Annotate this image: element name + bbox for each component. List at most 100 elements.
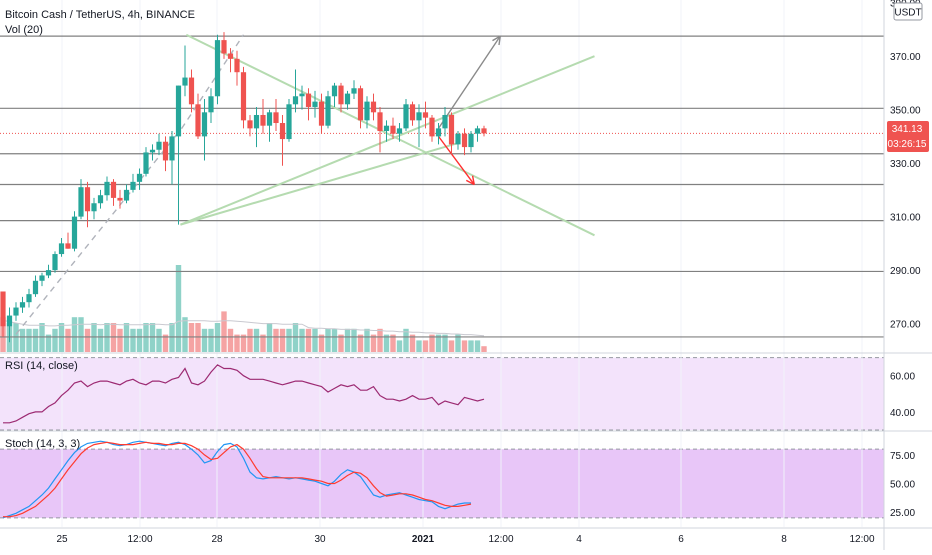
volume-bar: [52, 328, 58, 352]
trendline[interactable]: [180, 142, 459, 226]
volume-bar: [279, 328, 286, 352]
candle-body: [143, 152, 149, 174]
last-price-label: 341.13: [892, 124, 923, 135]
candle-body: [208, 96, 214, 113]
volume-bar: [305, 328, 312, 352]
volume-bar: [409, 334, 416, 352]
volume-bar: [442, 334, 448, 352]
currency-badge[interactable]: [893, 2, 923, 21]
volume-bar: [97, 328, 104, 352]
time-axis-tick-label: 28: [211, 534, 223, 545]
volume-bar: [234, 334, 240, 352]
candle-body: [357, 88, 364, 121]
grid: [61, 0, 863, 527]
volume-bar: [117, 328, 123, 352]
candle-body: [318, 101, 325, 126]
time-axis-tick-label: 12:00: [849, 534, 874, 545]
volume-moving-average-line: [2, 319, 485, 337]
volume-bar: [32, 328, 39, 352]
volume-bar: [208, 328, 214, 352]
candle-body: [188, 77, 195, 105]
price-axis-tick-label: 370.00: [890, 52, 921, 63]
trendline[interactable]: [180, 55, 595, 226]
candle-body: [273, 112, 279, 124]
rsi-axis-tick-label: 60.00: [890, 372, 915, 383]
projection-arrowhead-down[interactable]: [465, 179, 475, 186]
candle-body: [325, 96, 331, 126]
volume-bar: [227, 328, 234, 352]
candle-body: [312, 101, 318, 107]
candle-body: [214, 40, 221, 97]
candle-body: [84, 187, 91, 212]
candle-body: [52, 254, 58, 271]
candle-body: [442, 114, 448, 129]
rsi-line: [3, 364, 485, 424]
candle-body: [169, 136, 175, 161]
candle-countdown-label: 03:26:15: [888, 139, 927, 150]
candle-body: [19, 302, 26, 308]
volume-bar: [175, 265, 182, 352]
candle-body: [448, 114, 455, 145]
volume-bar: [273, 328, 279, 352]
candle-body: [234, 58, 240, 73]
projection-arrowhead-down[interactable]: [471, 175, 475, 185]
volume-bar: [240, 334, 247, 352]
volume-bar: [357, 334, 364, 352]
volume-bar: [325, 328, 331, 352]
time-axis-tick-label: 6: [678, 534, 684, 545]
horizontal-levels[interactable]: [0, 35, 884, 338]
candle-body: [429, 117, 435, 137]
candle-body: [65, 243, 71, 249]
volume-bar: [318, 334, 325, 352]
time-axis-tick-label: 8: [781, 534, 787, 545]
candle-body: [403, 104, 409, 129]
candle-body: [377, 112, 383, 132]
candle-body: [305, 93, 312, 107]
projection-arrow-down[interactable]: [437, 135, 475, 185]
projection-arrow-up[interactable]: [437, 35, 501, 129]
volume-bar: [253, 328, 260, 352]
volume-bar: [19, 328, 26, 352]
volume-bar: [312, 328, 318, 352]
candle-body: [6, 315, 13, 327]
volume-indicator-label: Vol (20): [5, 24, 43, 36]
candle-body: [156, 141, 162, 150]
candle-body: [221, 40, 227, 54]
volume-bar: [338, 334, 344, 352]
volume-bar: [481, 346, 487, 352]
price-axis-tick-label: 330.00: [890, 159, 921, 170]
candle-body: [58, 243, 65, 255]
candle-body: [162, 141, 169, 161]
volume-bar: [45, 334, 52, 352]
stoch-k-line: [2, 440, 471, 519]
volume-bar: [136, 328, 143, 352]
volume-bar: [130, 328, 136, 352]
candle-body: [136, 173, 143, 182]
candle-body: [468, 133, 474, 148]
axes: 390.00370.00350.00330.00310.00290.00270.…: [56, 0, 921, 545]
volume-bar: [435, 334, 442, 352]
volume-bar: [78, 317, 84, 352]
stoch-axis-tick-label: 50.00: [890, 480, 915, 491]
dashed-rally-path[interactable]: [15, 34, 245, 335]
chart-title: Bitcoin Cash / TetherUS, 4h, BINANCE: [5, 9, 195, 21]
volume-bar: [286, 328, 292, 352]
stoch-d-line: [3, 441, 472, 518]
candle-body: [299, 93, 305, 97]
candle-body: [461, 133, 468, 148]
candle-body: [175, 85, 182, 137]
time-axis-tick-label: 4: [576, 534, 582, 545]
candle-body: [45, 270, 52, 276]
trendlines[interactable]: [15, 33, 595, 335]
trendline[interactable]: [185, 33, 595, 237]
projection-arrowhead-up[interactable]: [492, 35, 501, 42]
candle-body: [266, 112, 273, 126]
candle-body: [474, 128, 481, 134]
candle-body: [416, 112, 422, 121]
candle-body: [253, 114, 260, 129]
projection-arrowhead-up[interactable]: [498, 36, 501, 46]
candle-body: [97, 195, 104, 204]
